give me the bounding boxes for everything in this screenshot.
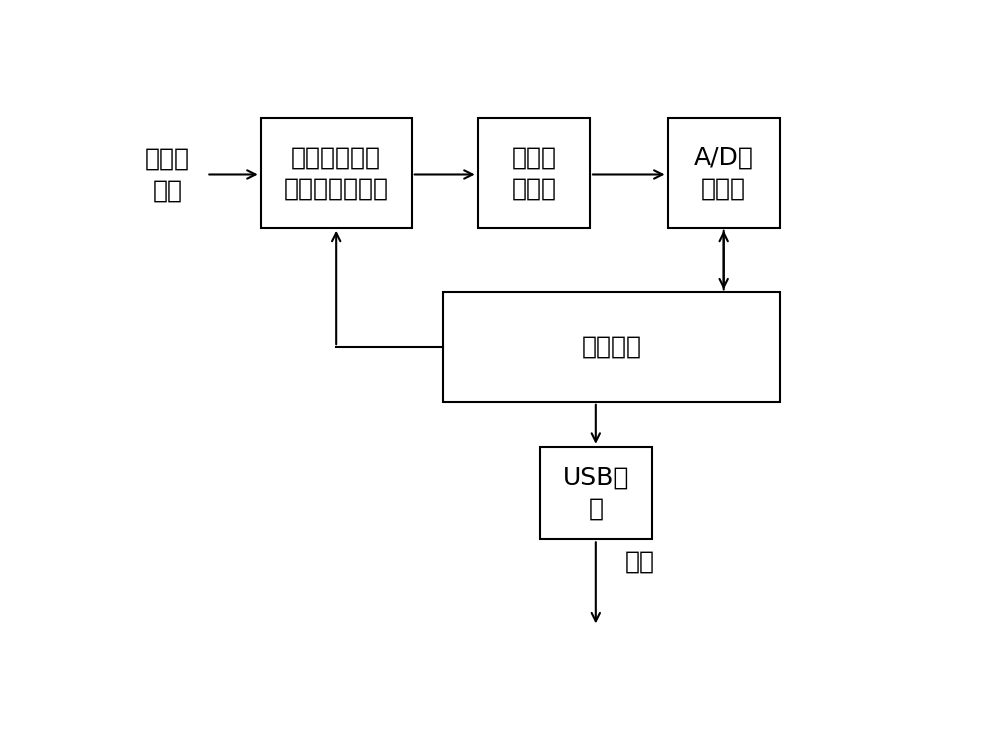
Text: 探测器
信号: 探测器 信号	[145, 147, 190, 202]
Bar	[478, 118, 590, 227]
Text: 图像: 图像	[625, 550, 655, 574]
Bar	[443, 292, 780, 402]
Text: USB模
块: USB模 块	[563, 465, 629, 521]
Text: 控制模块: 控制模块	[581, 335, 641, 359]
Bar	[261, 118, 412, 227]
Bar	[540, 447, 652, 539]
Text: A/D转
换模块: A/D转 换模块	[694, 145, 754, 201]
Text: 信号调
理模块: 信号调 理模块	[511, 145, 556, 201]
Text: 短波红外线列
探测器接口模块: 短波红外线列 探测器接口模块	[284, 145, 389, 201]
Bar	[668, 118, 780, 227]
